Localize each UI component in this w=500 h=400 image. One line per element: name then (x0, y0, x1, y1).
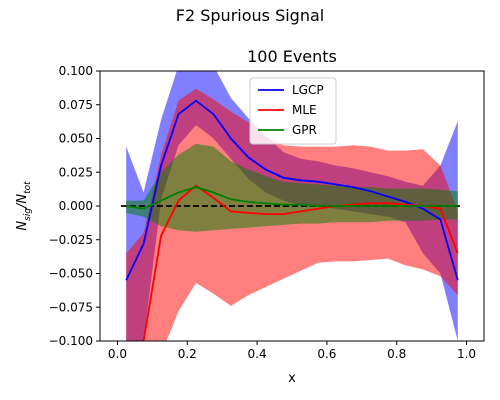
x-tick-label: 0.2 (178, 347, 197, 361)
y-axis-label: Nsig/Ntot (15, 181, 33, 231)
y-tick-label: −0.050 (49, 267, 93, 281)
y-tick-label: 0.025 (59, 165, 93, 179)
y-tick-label: −0.100 (49, 334, 93, 348)
legend-label-mle: MLE (292, 103, 317, 117)
figure-suptitle: F2 Spurious Signal (175, 6, 325, 25)
legend-label-gpr: GPR (292, 123, 317, 137)
legend: LGCP MLE GPR (249, 77, 337, 145)
x-axis-label: x (288, 371, 296, 386)
band-gpr (126, 143, 458, 232)
x-tick-label: 0.8 (387, 347, 406, 361)
svg-text:Nsig/Ntot: Nsig/Ntot (15, 181, 33, 231)
y-tick-label: 0.075 (59, 98, 93, 112)
x-tick-label: 0.0 (108, 347, 127, 361)
y-tick-label: 0.050 (59, 132, 93, 146)
x-tick-label: 0.6 (317, 347, 336, 361)
x-tick-label: 0.4 (248, 347, 267, 361)
series-line-mle (142, 184, 459, 341)
series-line-lgcp (125, 99, 459, 281)
y-tick-label: −0.025 (49, 233, 93, 247)
axes-title: 100 Events (247, 47, 337, 66)
y-tick-label: 0.100 (59, 64, 93, 78)
series-line-gpr (126, 186, 458, 210)
y-tick-label: 0.000 (59, 199, 93, 213)
x-tick-label: 1.0 (457, 347, 476, 361)
series-lines (125, 99, 459, 341)
legend-label-lgcp: LGCP (292, 83, 324, 97)
y-tick-label: −0.075 (49, 300, 93, 314)
legend-box (249, 77, 337, 145)
axes: 0.0 0.2 0.4 0.6 0.8 1.0 −0.100 −0.075 −0.050 −0.0… (49, 64, 485, 361)
